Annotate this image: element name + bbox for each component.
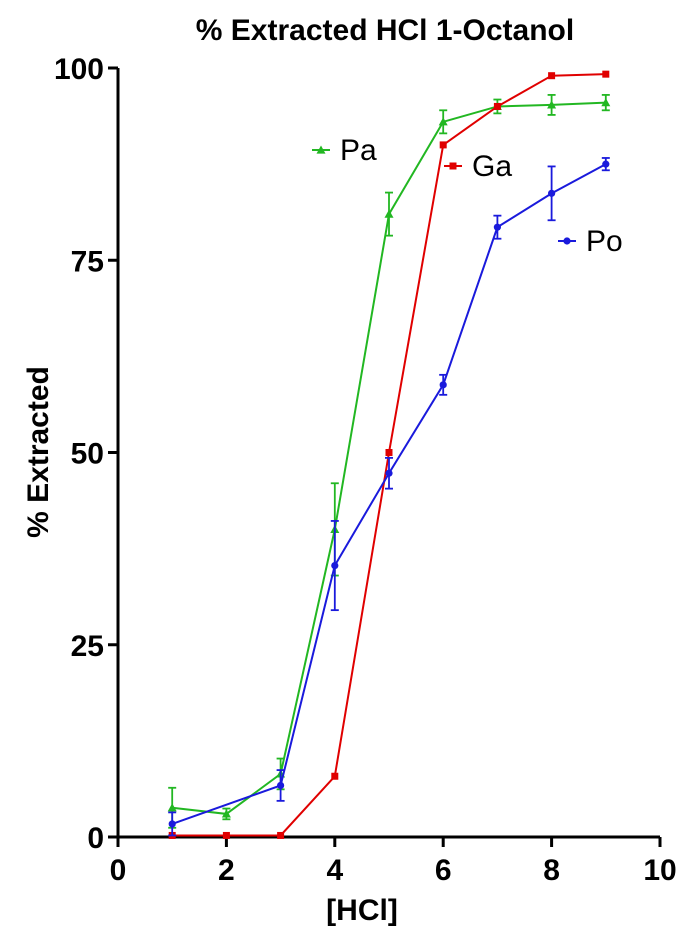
data-point-po — [168, 820, 176, 828]
x-tick-label: 4 — [326, 854, 343, 887]
data-point-po — [277, 781, 285, 790]
legend-item-pa: Pa — [312, 134, 377, 167]
data-point-ga — [331, 772, 339, 780]
data-point-pa — [547, 100, 557, 109]
series-ga — [168, 70, 610, 839]
legend: Pa Ga Po — [312, 134, 623, 258]
data-point-pa — [167, 803, 177, 812]
x-axis-title: [HCl] — [326, 894, 398, 927]
legend-marker — [316, 145, 326, 154]
x-tick-label: 6 — [435, 854, 452, 887]
data-point-ga — [493, 102, 501, 110]
legend-label: Ga — [472, 150, 512, 183]
data-point-po — [439, 381, 447, 389]
data-point-po — [602, 160, 610, 168]
legend-item-ga: Ga — [444, 150, 512, 183]
data-point-ga — [602, 70, 610, 78]
series-pa — [167, 94, 611, 829]
data-point-ga — [385, 449, 393, 456]
legend-label: Po — [586, 225, 623, 258]
y-tick-label: 0 — [87, 822, 104, 855]
y-tick-label: 75 — [71, 245, 104, 278]
x-tick-label: 0 — [110, 854, 127, 887]
x-tick-label: 10 — [643, 854, 676, 887]
legend-label: Pa — [340, 134, 377, 167]
data-point-pa — [438, 117, 448, 126]
y-tick-label: 100 — [54, 53, 104, 86]
legend-item-po: Po — [558, 225, 623, 258]
data-point-ga — [277, 831, 285, 839]
legend-marker — [563, 237, 571, 245]
data-point-po — [548, 189, 556, 197]
data-point-pa — [221, 809, 231, 818]
data-point-ga — [222, 831, 230, 839]
data-point-po — [385, 469, 393, 477]
y-tick-label: 25 — [71, 630, 104, 663]
data-point-ga — [548, 72, 556, 80]
data-point-po — [493, 223, 501, 231]
x-tick-label: 2 — [218, 854, 235, 887]
y-tick-label: 50 — [71, 438, 104, 471]
series-po — [168, 157, 610, 837]
series-layer — [167, 70, 611, 839]
data-point-po — [331, 561, 339, 570]
chart-title: % Extracted HCl 1-Octanol — [196, 14, 574, 47]
data-point-pa — [601, 98, 611, 107]
series-line-po — [171, 163, 607, 825]
x-tick-label: 8 — [543, 854, 560, 887]
data-point-pa — [384, 209, 394, 218]
y-axis-title: % Extracted — [22, 366, 55, 538]
legend-marker — [449, 162, 457, 170]
data-point-ga — [439, 141, 447, 149]
